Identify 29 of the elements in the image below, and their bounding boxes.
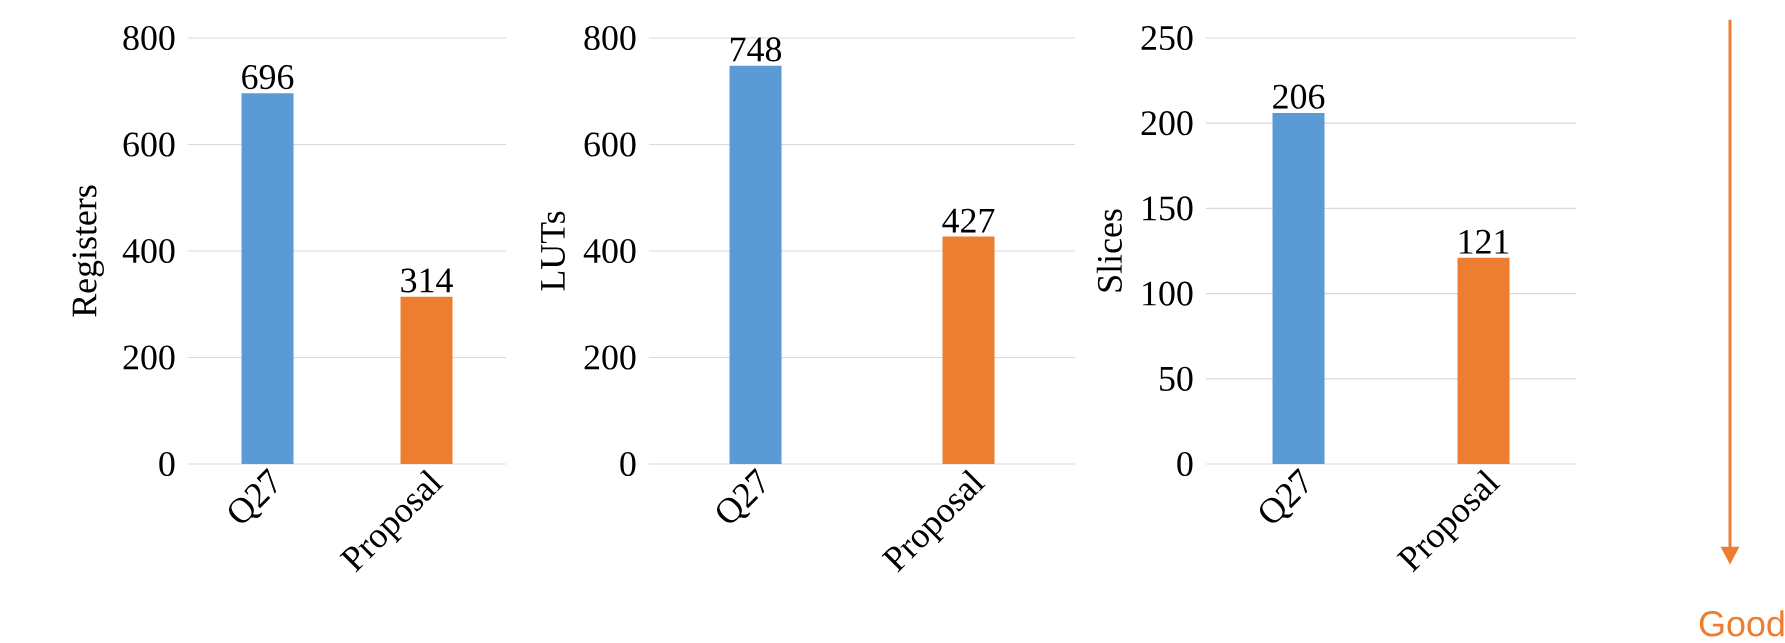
- y-tick-label: 150: [1143, 196, 1193, 221]
- y-tick-label: 600: [584, 132, 636, 157]
- x-tick-label: Q27: [717, 468, 765, 523]
- y-tick-label: 200: [1141, 111, 1193, 136]
- x-tick-label: Q27: [229, 468, 277, 523]
- y-tick-label: 800: [123, 25, 175, 51]
- y-axis-title: Slices: [1096, 209, 1122, 292]
- y-tick-label: 800: [584, 25, 636, 51]
- data-label: 748: [730, 37, 782, 62]
- data-label: 314: [401, 268, 453, 293]
- y-tick-label: 200: [584, 345, 636, 370]
- data-label: 206: [1273, 84, 1325, 109]
- y-tick-label: 0: [620, 451, 636, 477]
- y-tick-label: 400: [583, 238, 636, 264]
- text: Good: [1699, 610, 1784, 637]
- y-axis-title: Registers: [72, 185, 104, 317]
- data-label: 121: [1459, 229, 1509, 254]
- data-label: 696: [242, 65, 294, 90]
- y-tick-label: 200: [123, 345, 175, 370]
- y-tick-label: 100: [1143, 281, 1193, 306]
- y-tick-label: 600: [123, 132, 175, 157]
- x-tick-label: Q27: [1260, 468, 1308, 523]
- y-tick-label: 400: [122, 238, 175, 264]
- data-label: 427: [942, 208, 995, 233]
- y-axis-title: LUTs: [541, 211, 565, 291]
- y-tick-label: 0: [159, 451, 175, 477]
- y-tick-label: 0: [1177, 451, 1193, 477]
- y-tick-label: 50: [1160, 366, 1193, 391]
- y-tick-label: 250: [1141, 25, 1193, 51]
